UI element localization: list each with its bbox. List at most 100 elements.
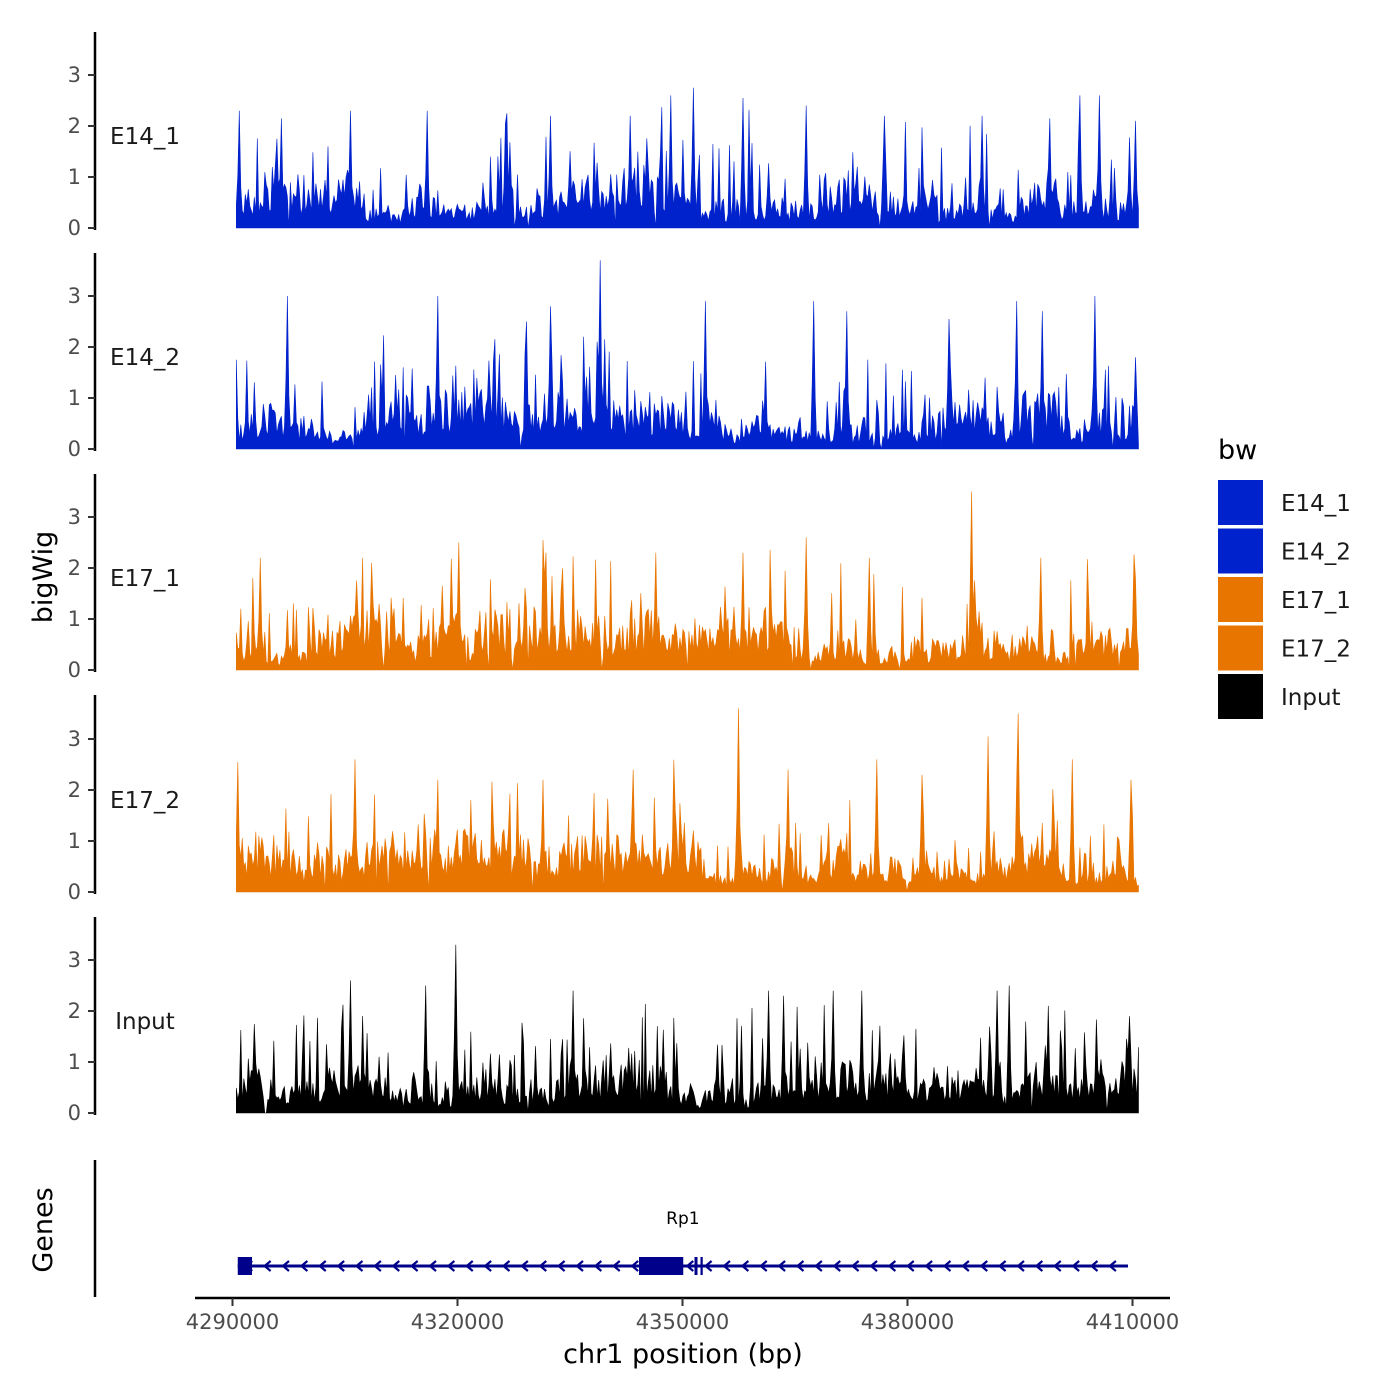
strand-arrow [703, 1260, 713, 1272]
y-tick-label: 0 [68, 658, 81, 682]
strand-arrow [850, 1260, 860, 1272]
y-axis-title: bigWig [28, 531, 59, 624]
strand-arrow [336, 1260, 345, 1272]
y-tick-label: 3 [68, 63, 81, 87]
track-name-label: E17_1 [110, 566, 180, 592]
strand-arrow [1016, 1260, 1025, 1272]
track-E17_2: 0 1 2 3 E17_2 [68, 695, 1139, 904]
y-tick-label: 0 [68, 216, 81, 240]
strand-arrow [318, 1260, 327, 1272]
legend-label-E17_2: E17_2 [1281, 637, 1351, 663]
strand-arrow [262, 1260, 272, 1272]
gene-track: Rp1 [93, 1160, 1128, 1297]
track-Input: 0 1 2 3 Input [68, 917, 1139, 1125]
strand-arrow [428, 1260, 437, 1272]
strand-arrow [777, 1260, 786, 1272]
strand-arrow [997, 1260, 1007, 1272]
y-tick-label: 3 [68, 284, 81, 308]
strand-arrow [538, 1260, 547, 1272]
legend-swatch-E14_1 [1218, 480, 1263, 525]
gene-name-label: Rp1 [666, 1209, 699, 1229]
y-tick-label: 1 [68, 607, 81, 631]
signal-area-E17_2 [236, 708, 1139, 893]
strand-arrow [1034, 1260, 1044, 1272]
strand-arrow [299, 1260, 309, 1272]
strand-arrow [887, 1260, 897, 1272]
signal-area-E14_2 [236, 260, 1139, 450]
strand-arrow [979, 1260, 988, 1272]
legend-label-E17_1: E17_1 [1281, 588, 1351, 614]
legend-swatch-Input [1218, 674, 1263, 719]
strand-arrow [409, 1260, 419, 1272]
track-name-label: E14_1 [110, 124, 180, 150]
y-tick-label: 2 [68, 114, 81, 138]
strand-arrow [1089, 1260, 1099, 1272]
track-E14_1: 0 1 2 3 E14_1 [68, 32, 1139, 240]
strand-arrow [942, 1260, 952, 1272]
y-tick-label: 3 [68, 505, 81, 529]
gene-exon [639, 1257, 684, 1275]
signal-area-E14_1 [236, 87, 1139, 229]
y-tick-label: 2 [68, 335, 81, 359]
x-tick-label: 4320000 [411, 1310, 505, 1334]
x-axis-title: chr1 position (bp) [563, 1339, 803, 1370]
strand-arrow [1071, 1260, 1080, 1272]
track-E14_2: 0 1 2 3 E14_2 [68, 253, 1139, 461]
y-tick-label: 0 [68, 880, 81, 904]
legend-swatch-E14_2 [1218, 528, 1263, 574]
track-E17_1: 0 1 2 3 E17_1 [68, 474, 1139, 682]
strand-arrow [575, 1260, 584, 1272]
y-tick-label: 3 [68, 727, 81, 751]
strand-arrow [630, 1260, 639, 1272]
strand-arrow [832, 1260, 841, 1272]
gene-exon [694, 1257, 698, 1275]
strand-arrow [593, 1260, 603, 1272]
x-tick-label: 4380000 [861, 1310, 955, 1334]
track-name-label: E17_2 [110, 788, 180, 814]
strand-arrow [759, 1260, 768, 1272]
strand-arrow [446, 1260, 456, 1272]
x-tick-label: 4290000 [186, 1310, 280, 1334]
strand-arrow [924, 1260, 933, 1272]
legend: bw E14_1 E14_2 E17_1 E17_2 Input [1218, 435, 1351, 719]
strand-arrow [685, 1260, 694, 1272]
strand-arrow [483, 1260, 492, 1272]
y-tick-label: 0 [68, 1101, 81, 1125]
strand-arrow [1108, 1260, 1117, 1272]
genes-axis-title: Genes [28, 1187, 59, 1272]
y-tick-label: 1 [68, 1050, 81, 1074]
x-tick-label: 4350000 [636, 1310, 730, 1334]
strand-arrow [354, 1260, 364, 1272]
track-name-label: E14_2 [110, 345, 180, 371]
strand-arrow [373, 1260, 382, 1272]
y-tick-label: 1 [68, 165, 81, 189]
strand-arrow [814, 1260, 823, 1272]
legend-label-E14_2: E14_2 [1281, 540, 1351, 566]
strand-arrow [906, 1260, 915, 1272]
gene-exon [237, 1257, 252, 1275]
strand-arrow [501, 1260, 511, 1272]
legend-swatch-E17_1 [1218, 577, 1263, 622]
strand-arrow [869, 1260, 878, 1272]
strand-arrow [795, 1260, 805, 1272]
tracks-layer: 0 1 2 3 E14_1 0 1 2 3 E14_2 0 1 2 3 E17_1 0 1 2 3 E17_2 0 1 2 3… [68, 32, 1139, 1125]
strand-arrow [961, 1260, 970, 1272]
strand-arrow [556, 1260, 566, 1272]
y-tick-label: 2 [68, 778, 81, 802]
signal-area-E17_1 [236, 491, 1139, 671]
strand-arrow [740, 1260, 750, 1272]
y-tick-label: 2 [68, 556, 81, 580]
legend-swatch-E17_2 [1218, 625, 1263, 671]
strand-arrow [465, 1260, 474, 1272]
signal-area-Input [236, 944, 1139, 1114]
strand-arrow [612, 1260, 621, 1272]
track-name-label: Input [115, 1009, 175, 1035]
y-tick-label: 2 [68, 999, 81, 1023]
legend-label-Input: Input [1281, 685, 1341, 711]
legend-title: bw [1218, 435, 1257, 466]
x-axis: 4290000 4320000 4350000 4380000 4410000 [186, 1296, 1179, 1334]
strand-arrow [1053, 1260, 1062, 1272]
strand-arrow [281, 1260, 290, 1272]
y-tick-label: 1 [68, 829, 81, 853]
